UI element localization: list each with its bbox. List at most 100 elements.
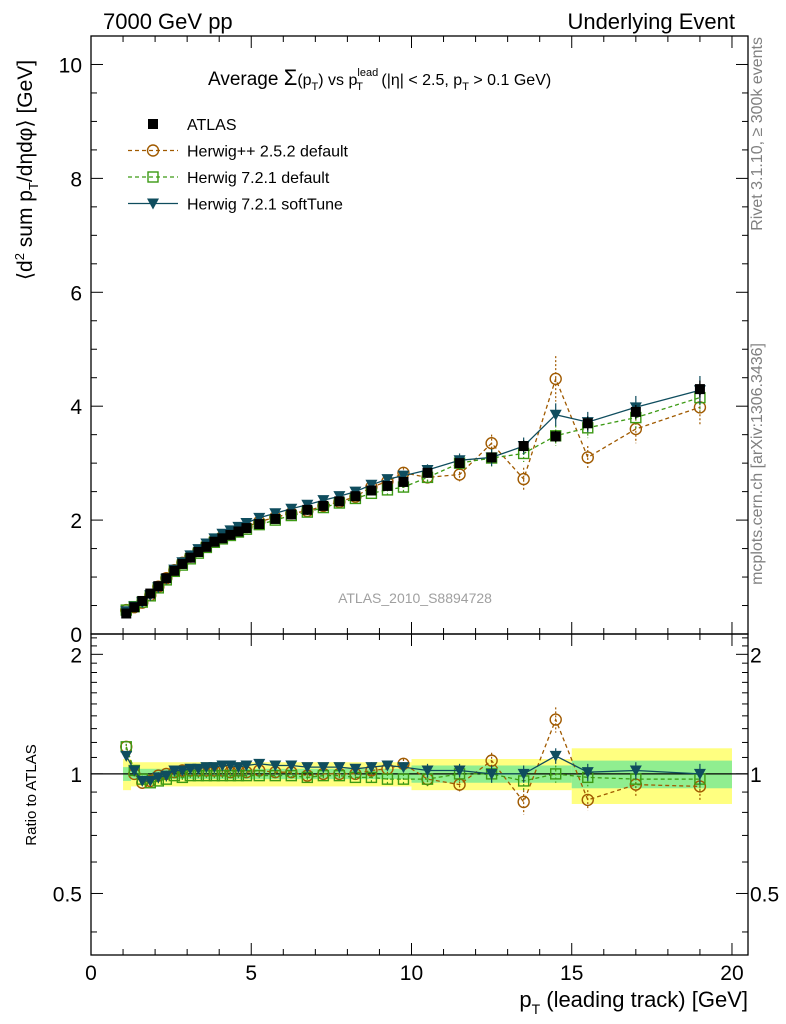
main-point bbox=[366, 485, 377, 496]
main-point bbox=[286, 509, 297, 520]
ratio-point bbox=[208, 762, 221, 774]
title-cut-b: > 0.1 GeV) bbox=[469, 72, 551, 89]
main-ytick-label: 4 bbox=[70, 396, 82, 419]
main-point bbox=[177, 558, 188, 569]
ratio-series-2 bbox=[120, 748, 706, 787]
title-t-sub3: T bbox=[462, 81, 469, 93]
ratio-point bbox=[581, 793, 594, 807]
main-ytick-label: 0 bbox=[70, 624, 82, 647]
ratio-ytick-label-right: 1 bbox=[750, 764, 762, 787]
main-point bbox=[518, 441, 529, 452]
legend-entry: Herwig 7.2.1 softTune bbox=[128, 197, 343, 214]
main-series-2 bbox=[120, 383, 706, 616]
ratio-ytick-label-right: 0.5 bbox=[750, 883, 779, 906]
main-point bbox=[582, 418, 593, 429]
ratio-point bbox=[381, 773, 394, 785]
main-point bbox=[161, 573, 172, 584]
xtick-label: 15 bbox=[560, 962, 583, 985]
main-title: Average Σ(pT) vs plead T (|η| < 2.5, pT >… bbox=[208, 65, 551, 93]
main-point bbox=[121, 608, 132, 619]
title-paren-open: (p bbox=[297, 72, 311, 89]
ratio-point bbox=[176, 765, 189, 777]
ratio-plot: 0.5 0.51 12 20 5 10 15 20 bbox=[53, 633, 779, 985]
ratio-point bbox=[397, 773, 410, 785]
ratio-point bbox=[381, 760, 394, 772]
main-point bbox=[270, 513, 281, 524]
ratio-point bbox=[120, 740, 133, 754]
main-point bbox=[269, 508, 282, 520]
ratio-point bbox=[200, 762, 213, 774]
main-point bbox=[233, 526, 244, 537]
main-point bbox=[350, 491, 361, 502]
header-right: Underlying Event bbox=[567, 9, 735, 34]
ratio-ytick-label-right: 2 bbox=[750, 644, 762, 667]
main-ytick-label: 8 bbox=[70, 168, 82, 191]
main-point bbox=[145, 588, 156, 599]
ratio-ytick-label: 2 bbox=[70, 644, 82, 667]
ratio-point bbox=[629, 765, 642, 777]
ratio-point bbox=[269, 760, 282, 772]
main-point bbox=[225, 529, 236, 540]
title-lead-sup: lead bbox=[357, 67, 378, 79]
main-point bbox=[486, 452, 497, 463]
xlabel-sub: T bbox=[532, 1001, 541, 1017]
legend-label: Herwig 7.2.1 default bbox=[187, 170, 330, 187]
main-point bbox=[422, 467, 433, 478]
main-point bbox=[454, 458, 465, 469]
main-point bbox=[241, 523, 252, 534]
ratio-point bbox=[421, 765, 434, 777]
ratio-point bbox=[120, 750, 133, 762]
main-point bbox=[129, 602, 140, 613]
main-ytick-label: 2 bbox=[70, 510, 82, 533]
title-prefix: Average bbox=[208, 69, 284, 90]
main-point bbox=[185, 552, 196, 563]
legend: ATLAS Herwig++ 2.5.2 default Herwig 7.2.1 … bbox=[128, 117, 349, 214]
ratio-point bbox=[549, 713, 562, 726]
ratio-frame bbox=[90, 633, 749, 956]
legend-label: Herwig++ 2.5.2 default bbox=[187, 144, 349, 161]
main-series-line bbox=[126, 396, 701, 611]
main-point bbox=[581, 451, 594, 464]
ratio-point bbox=[216, 760, 229, 772]
main-point bbox=[549, 409, 562, 421]
ratio-point bbox=[232, 762, 245, 774]
ratio-ylabel: Ratio to ATLAS bbox=[23, 744, 40, 845]
main-point bbox=[630, 406, 641, 417]
legend-marker bbox=[147, 171, 159, 183]
ratio-series-line bbox=[125, 746, 700, 784]
xlabel-b: (leading track) [GeV] bbox=[540, 987, 748, 1012]
legend-label: Herwig 7.2.1 softTune bbox=[187, 197, 343, 214]
ratio-ytick-label: 0.5 bbox=[53, 883, 82, 906]
main-point bbox=[209, 536, 220, 547]
legend-marker bbox=[146, 144, 160, 157]
main-point bbox=[254, 519, 265, 530]
ratio-point bbox=[184, 763, 197, 775]
main-point bbox=[397, 470, 410, 482]
main-point bbox=[253, 512, 266, 524]
main-series-1 bbox=[120, 356, 707, 617]
ratio-point bbox=[301, 762, 314, 774]
main-series-line bbox=[125, 389, 701, 612]
ratio-point bbox=[128, 765, 141, 777]
ratio-point bbox=[517, 768, 530, 780]
ratio-point bbox=[152, 772, 165, 784]
ratio-point bbox=[485, 768, 498, 780]
main-point bbox=[398, 476, 409, 487]
ratio-ytick-label: 1 bbox=[70, 764, 82, 787]
title-cut-a: (|η| < 2.5, p bbox=[377, 72, 462, 89]
xlabel-a: p bbox=[519, 987, 531, 1012]
main-point bbox=[169, 565, 180, 576]
main-ylabel: ⟨d2 sum pT/dηdφ⟩ [GeV] bbox=[12, 60, 41, 280]
main-point bbox=[485, 437, 498, 450]
xtick-label: 10 bbox=[400, 962, 423, 985]
main-point bbox=[381, 474, 394, 486]
ratio-point bbox=[317, 762, 330, 774]
header-left: 7000 GeV pp bbox=[103, 9, 233, 34]
main-point bbox=[302, 504, 313, 515]
main-series-0 bbox=[121, 380, 705, 619]
main-point bbox=[334, 496, 345, 507]
title-sigma: Σ bbox=[284, 65, 298, 90]
ratio-point bbox=[253, 758, 266, 770]
ratio-point bbox=[550, 768, 562, 780]
